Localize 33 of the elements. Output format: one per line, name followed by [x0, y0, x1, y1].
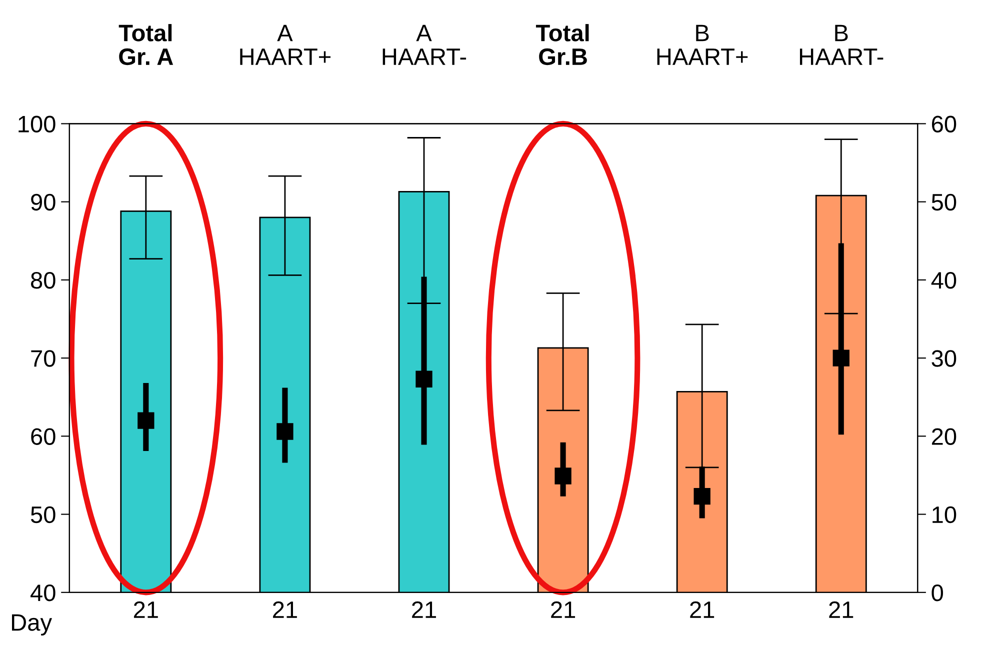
text: B HAART- — [800, 24, 884, 65]
x-tick-label: 21 — [273, 601, 297, 618]
y2-tick-label: 30 — [932, 350, 956, 367]
y-tick-label: 50 — [30, 506, 56, 524]
point — [554, 468, 572, 484]
text: B HAART+ — [657, 24, 748, 65]
y2-tick-label: 0 — [932, 584, 943, 602]
text: Total Gr.B — [536, 24, 589, 66]
text: A HAART- — [382, 24, 466, 65]
point — [832, 350, 850, 366]
y-tick-label: 100 — [18, 116, 56, 132]
point — [694, 488, 710, 505]
y-tick-label: 80 — [31, 272, 56, 289]
y-tick-label: 60 — [31, 428, 56, 445]
x-tick-label: 21 — [690, 601, 714, 618]
y-tick-label: 70 — [31, 350, 56, 367]
point — [416, 370, 432, 388]
y2-tick-label: 60 — [932, 116, 956, 132]
y2-tick-label: 20 — [932, 428, 956, 445]
y2-tick-label: 40 — [931, 272, 956, 289]
point — [138, 412, 154, 429]
x-tick-label: 21 — [829, 601, 854, 618]
text: A HAART+ — [240, 24, 330, 65]
point — [276, 423, 294, 440]
y2-tick-label: 10 — [932, 506, 956, 524]
x-tick-label: 21 — [134, 601, 158, 618]
x-tick-label: 21 — [412, 601, 436, 618]
x-tick-label: 21 — [551, 601, 576, 618]
y2-tick-label: 50 — [932, 194, 956, 211]
text: Total Gr. A — [118, 24, 174, 66]
y-tick-label: 40 — [30, 584, 56, 602]
x-axis-title: Day — [12, 614, 52, 636]
y-tick-label: 90 — [31, 194, 56, 211]
